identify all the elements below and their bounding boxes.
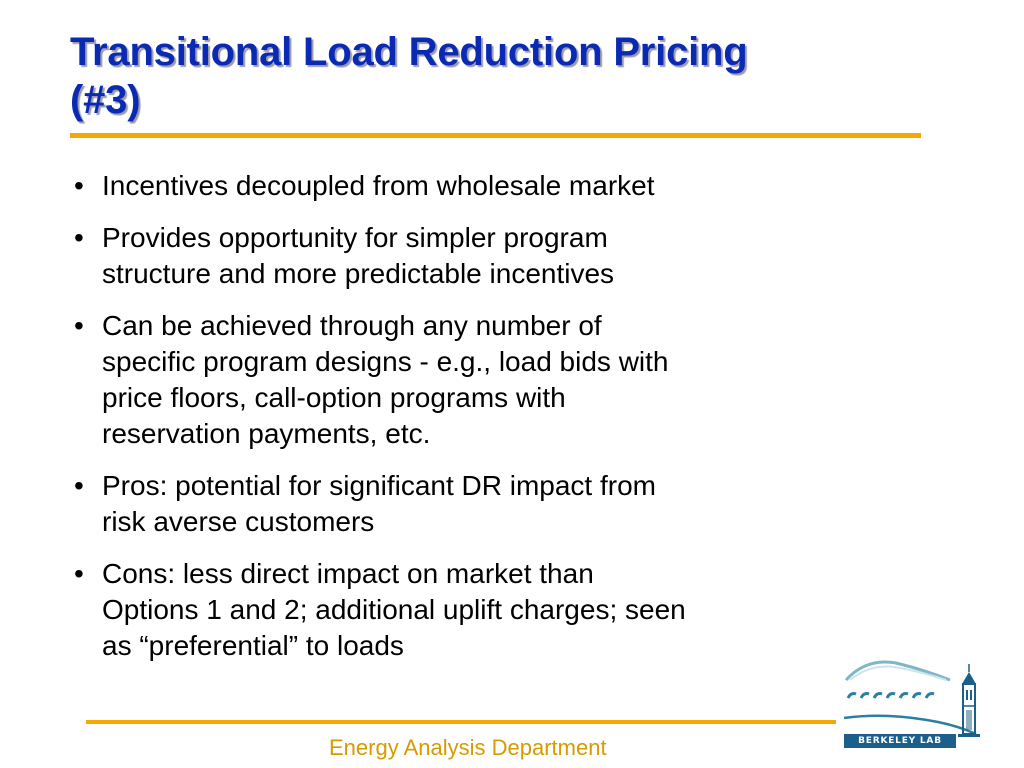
bullet-line: Incentives decoupled from wholesale mark…: [102, 170, 655, 201]
berkeley-lab-wordmark: BERKELEY LAB: [844, 734, 956, 748]
bullet-marker: •: [74, 470, 84, 501]
berkeley-lab-logo: BERKELEY LAB: [838, 650, 998, 752]
bullet-line: structure and more predictable incentive…: [102, 258, 615, 289]
bullet-item: • Pros: potential for significant DR imp…: [72, 468, 832, 540]
bullet-line: reservation payments, etc.: [102, 418, 431, 449]
bullet-line: Options 1 and 2; additional uplift charg…: [102, 594, 686, 625]
title-underline-rule: [70, 133, 921, 138]
bullet-line: as “preferential” to loads: [102, 630, 404, 661]
bullet-text: Can be achieved through any number of sp…: [102, 308, 832, 452]
base-curve: [843, 714, 977, 736]
bullet-list: • Incentives decoupled from wholesale ma…: [72, 168, 832, 680]
slide-title-line-1: Transitional Load Reduction Pricing: [70, 30, 748, 74]
slide-title-line-2: (#3): [70, 78, 141, 122]
bullet-text: Provides opportunity for simpler program…: [102, 220, 832, 292]
bullet-line: Provides opportunity for simpler program: [102, 222, 608, 253]
tower-base: [958, 734, 980, 737]
bullet-item: • Can be achieved through any number of …: [72, 308, 832, 452]
bullet-text: Cons: less direct impact on market than …: [102, 556, 832, 664]
bullet-item: • Cons: less direct impact on market tha…: [72, 556, 832, 664]
bullet-line: risk averse customers: [102, 506, 375, 537]
campanile-tower-icon: [962, 664, 976, 735]
arch-row-icon: [846, 692, 935, 699]
bullet-item: • Incentives decoupled from wholesale ma…: [72, 168, 832, 204]
bullet-text: Incentives decoupled from wholesale mark…: [102, 168, 832, 204]
bullet-line: Cons: less direct impact on market than: [102, 558, 594, 589]
bullet-line: price floors, call-option programs with: [102, 382, 566, 413]
bullet-marker: •: [74, 222, 84, 253]
slide-title: Transitional Load Reduction Pricing (#3): [70, 28, 950, 124]
bullet-marker: •: [74, 170, 84, 201]
footer-department: Energy Analysis Department: [329, 735, 607, 760]
bullet-line: Can be achieved through any number of: [102, 310, 602, 341]
bullet-line: Pros: potential for significant DR impac…: [102, 470, 656, 501]
bullet-marker: •: [74, 558, 84, 589]
hill-arc-inner: [849, 665, 947, 681]
footer-rule: [86, 720, 836, 724]
bullet-marker: •: [74, 310, 84, 341]
bullet-text: Pros: potential for significant DR impac…: [102, 468, 832, 540]
bullet-item: • Provides opportunity for simpler progr…: [72, 220, 832, 292]
bullet-line: specific program designs - e.g., load bi…: [102, 346, 669, 377]
hill-arc: [844, 660, 951, 682]
berkeley-lab-logo-graphic: [843, 660, 980, 737]
